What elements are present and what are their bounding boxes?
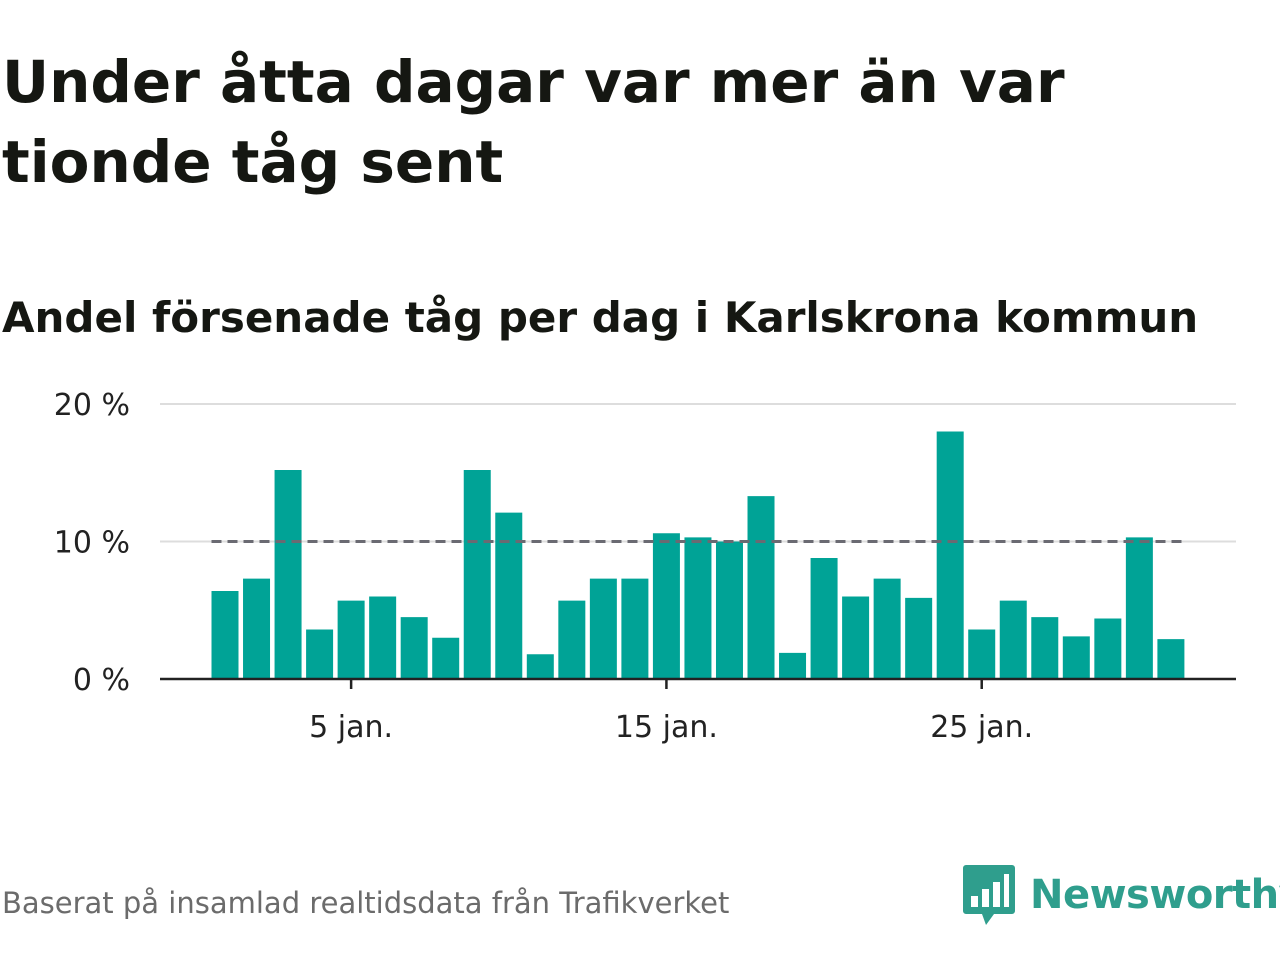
bar[interactable] (463, 470, 491, 679)
bar[interactable] (400, 617, 428, 679)
bar[interactable] (747, 496, 775, 679)
bar[interactable] (369, 596, 397, 680)
bar-chart-speech-bubble-icon (963, 865, 1015, 925)
bar[interactable] (1125, 537, 1153, 679)
bar[interactable] (715, 541, 743, 680)
bar[interactable] (274, 470, 302, 679)
y-tick-label: 20 % (54, 388, 130, 423)
bar[interactable] (621, 578, 649, 679)
bar[interactable] (558, 600, 586, 679)
bar[interactable] (1062, 636, 1090, 679)
bar[interactable] (526, 654, 554, 679)
bar[interactable] (211, 591, 239, 679)
bar-chart: 0 % 10 % 20 % 5 jan. 15 jan. 25 jan. (54, 388, 1236, 745)
bar[interactable] (652, 533, 680, 679)
x-tick-label: 5 jan. (309, 710, 393, 745)
chart-title: Under åtta dagar var mer än var tionde t… (2, 48, 1065, 196)
bar[interactable] (810, 558, 838, 679)
bar[interactable] (936, 431, 964, 680)
bar[interactable] (905, 597, 933, 679)
bar[interactable] (842, 596, 870, 680)
bar[interactable] (779, 652, 807, 679)
source-note: Baserat på insamlad realtidsdata från Tr… (2, 886, 730, 920)
y-tick-label: 10 % (54, 526, 130, 561)
bar[interactable] (243, 578, 271, 679)
bar[interactable] (968, 629, 996, 680)
bar[interactable] (1031, 617, 1059, 679)
bar[interactable] (337, 600, 365, 679)
bar[interactable] (306, 629, 334, 680)
bar[interactable] (1094, 618, 1122, 680)
bar[interactable] (495, 512, 523, 679)
y-tick-label: 0 % (73, 663, 130, 698)
bar[interactable] (684, 537, 712, 679)
bar[interactable] (999, 600, 1027, 679)
bar[interactable] (432, 637, 460, 679)
brand-name: Newsworthy (1030, 872, 1280, 918)
chart-subtitle: Andel försenade tåg per dag i Karlskrona… (2, 293, 1199, 342)
bar[interactable] (873, 578, 901, 679)
bar[interactable] (589, 578, 617, 679)
x-tick-label: 15 jan. (615, 710, 718, 745)
bar[interactable] (1157, 639, 1185, 679)
brand-logo[interactable]: Newsworthy (962, 862, 1280, 928)
x-tick-label: 25 jan. (930, 710, 1033, 745)
